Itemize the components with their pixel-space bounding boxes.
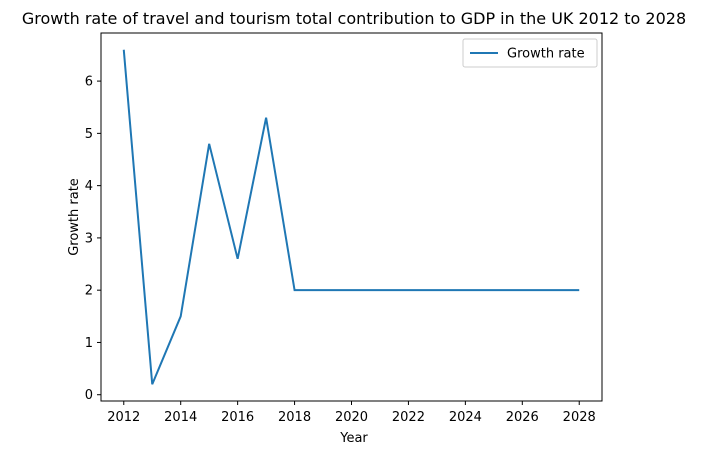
y-tick-label: 6 [85,75,93,90]
x-tick-label: 2012 [107,410,140,425]
plot-area [100,32,603,402]
y-tick-label: 5 [85,127,93,142]
x-tick-label: 2016 [221,410,254,425]
y-tick-label: 4 [85,179,93,194]
y-tick-label: 2 [85,284,93,299]
y-tick-label: 3 [85,231,93,246]
series-line-growth-rate [122,49,580,385]
x-axis: 2012 2014 2016 2018 2020 2022 2024 2026 2028 [107,401,596,425]
plot-frame [100,32,603,402]
x-tick-label: 2022 [392,410,425,425]
y-tick-label: 0 [85,388,93,403]
y-axis: 0 1 2 3 4 5 6 [85,75,101,403]
x-tick-label: 2020 [335,410,368,425]
x-tick-label: 2018 [278,410,311,425]
chart-title: Growth rate of travel and tourism total … [22,9,686,28]
x-tick-label: 2026 [506,410,539,425]
x-tick-label: 2028 [563,410,596,425]
x-axis-label: Year [339,431,368,446]
x-tick-label: 2024 [449,410,482,425]
x-tick-label: 2014 [164,410,197,425]
legend-label: Growth rate [507,47,585,62]
legend: Growth rate [462,38,598,68]
series-layer [122,49,580,385]
y-axis-label: Growth rate [67,178,82,256]
legend-box [462,38,598,68]
y-tick-label: 1 [85,336,93,351]
